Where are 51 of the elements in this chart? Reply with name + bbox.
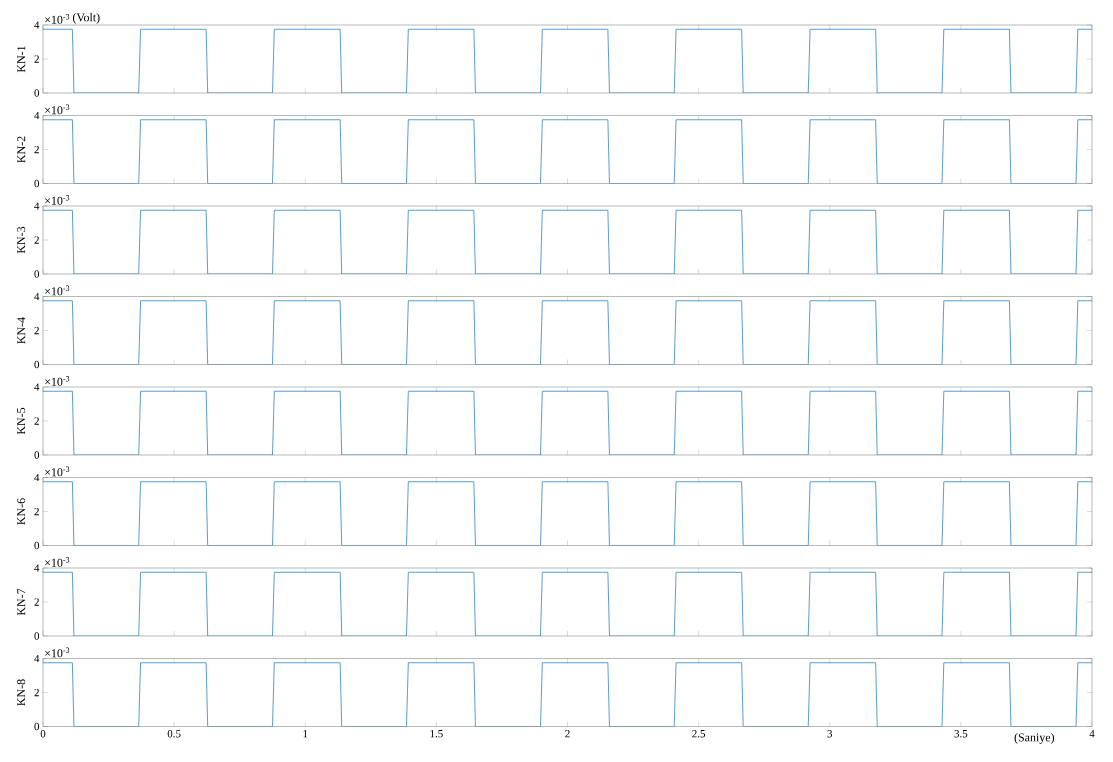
text: ×10$^{-3}$ [45, 557, 70, 567]
text: ×10$^{-3}$ [45, 466, 70, 477]
x-tick-label: 0.5 [167, 730, 181, 738]
y-tick-label: 2 [34, 55, 39, 63]
y-tick-label: 0 [34, 632, 40, 640]
y-axis-title: KN-6 [17, 498, 26, 525]
y-tick-label: 4 [34, 111, 40, 120]
y-tick-label: 2 [34, 598, 39, 606]
text: ×10$^{-3}$ [45, 14, 70, 24]
y-axis-title: KN-5 [17, 407, 26, 435]
y-tick-label: 0 [34, 722, 40, 731]
y-tick-label: 4 [34, 564, 40, 572]
y-axis-title: KN-4 [17, 317, 26, 344]
text: ×10$^{-3}$ [45, 104, 70, 115]
x-tick-label: 4 [1089, 730, 1095, 738]
x-tick-label: 1 [303, 730, 308, 738]
text: ×10$^{-3}$ [45, 195, 70, 205]
x-tick-label: 3.5 [954, 730, 968, 738]
text: ×10$^{-3}$ [45, 285, 70, 296]
y-tick-label: 0 [34, 89, 40, 97]
y-axis-title: KN-3 [17, 226, 26, 254]
y-tick-label: 2 [34, 326, 39, 335]
x-tick-label: 1.5 [430, 730, 443, 738]
y-tick-label: 4 [34, 21, 40, 29]
x-axis-title: (Saniye) [1014, 733, 1055, 744]
y-axis-title: KN-1 [17, 46, 26, 73]
x-tick-label: 0 [40, 730, 46, 738]
y-tick-label: 4 [34, 292, 40, 301]
text: ×10$^{-3}$ [45, 647, 70, 658]
y-tick-label: 4 [34, 654, 40, 663]
y-tick-label: 0 [34, 179, 40, 188]
y-tick-label: 4 [34, 473, 40, 482]
x-tick-label: 2 [565, 730, 570, 738]
y-tick-label: 0 [34, 541, 40, 550]
y-tick-label: 0 [34, 360, 40, 369]
y-tick-label: 2 [34, 507, 39, 516]
y-tick-label: 4 [34, 202, 40, 210]
y-axis-title: KN-2 [17, 136, 26, 163]
text: (Volt) [72, 12, 100, 24]
y-tick-label: 4 [34, 383, 40, 391]
y-tick-label: 2 [34, 236, 39, 244]
x-tick-label: 2.5 [692, 730, 706, 738]
x-tick-label: 3 [827, 730, 833, 738]
y-tick-label: 0 [34, 270, 40, 278]
y-tick-label: 2 [34, 417, 39, 425]
y-tick-label: 2 [34, 688, 39, 697]
y-axis-title: KN-8 [17, 679, 26, 706]
y-tick-label: 0 [34, 451, 40, 459]
text: ×10$^{-3}$ [45, 376, 70, 386]
y-tick-label: 2 [34, 145, 39, 154]
y-axis-title: KN-7 [17, 588, 26, 616]
